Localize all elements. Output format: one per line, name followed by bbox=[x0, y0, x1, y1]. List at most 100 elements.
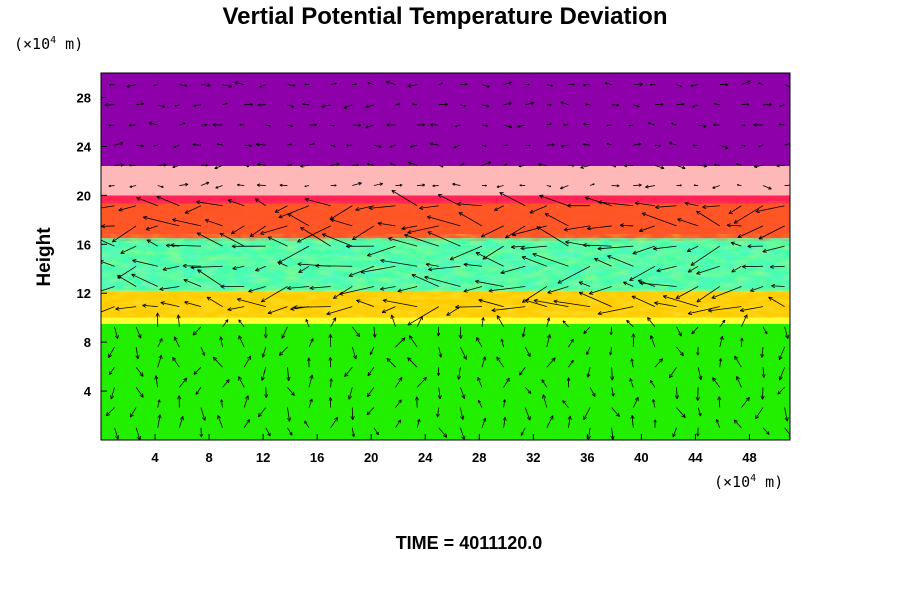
wind-vector bbox=[432, 184, 439, 188]
wind-vector bbox=[232, 265, 245, 271]
wind-vector bbox=[308, 398, 313, 408]
wind-vector bbox=[480, 225, 504, 238]
wind-vector bbox=[583, 83, 591, 87]
wind-vector bbox=[160, 301, 180, 308]
wind-vector bbox=[481, 104, 490, 108]
wind-vector bbox=[366, 245, 396, 257]
wind-vector bbox=[630, 358, 634, 368]
wind-vector bbox=[582, 243, 612, 248]
wind-vector bbox=[108, 366, 115, 375]
wind-vector bbox=[494, 205, 504, 211]
wind-vector bbox=[255, 142, 266, 147]
wind-vector bbox=[630, 414, 635, 428]
wind-vector bbox=[778, 123, 785, 126]
wind-vector bbox=[117, 265, 137, 279]
wind-vector bbox=[733, 419, 742, 429]
wind-vector bbox=[676, 407, 686, 418]
wind-vector bbox=[626, 319, 634, 328]
wind-vector bbox=[629, 378, 634, 388]
y-tick-label: 20 bbox=[77, 188, 91, 203]
wind-vector bbox=[463, 262, 483, 267]
wind-vector bbox=[321, 104, 331, 109]
wind-vector bbox=[172, 164, 180, 169]
wind-vector bbox=[717, 396, 722, 408]
wind-vector bbox=[758, 82, 764, 85]
wind-vector bbox=[428, 265, 461, 272]
wind-vector bbox=[204, 218, 223, 227]
wind-vector bbox=[488, 286, 526, 293]
wind-vector bbox=[496, 315, 504, 328]
x-ticks: 4 8 12 16 20 24 28 32 36 40 44 48 bbox=[151, 434, 757, 465]
wind-vector bbox=[315, 263, 353, 268]
wind-vector bbox=[460, 82, 468, 86]
wind-vector bbox=[687, 265, 699, 273]
wind-vector bbox=[257, 103, 266, 107]
wind-vector bbox=[407, 306, 439, 326]
wind-vector bbox=[669, 142, 677, 146]
x-tick-label: 20 bbox=[364, 450, 378, 465]
wind-vector bbox=[407, 161, 418, 166]
wind-vector bbox=[500, 265, 526, 275]
wind-vector bbox=[114, 163, 124, 167]
wind-vector bbox=[110, 387, 115, 400]
wind-vector bbox=[649, 379, 656, 388]
wind-vector bbox=[695, 387, 700, 401]
wind-vector bbox=[264, 387, 269, 399]
wind-vector bbox=[737, 225, 764, 238]
wind-vector bbox=[128, 123, 137, 127]
wind-vector bbox=[385, 80, 396, 86]
wind-vector bbox=[424, 275, 461, 287]
wind-vector bbox=[436, 407, 440, 418]
wind-vector bbox=[330, 124, 335, 127]
wind-vector bbox=[518, 164, 526, 168]
wind-vector bbox=[263, 326, 268, 339]
wind-vector bbox=[755, 407, 764, 420]
wind-vector bbox=[586, 367, 591, 378]
wind-vector bbox=[373, 144, 382, 149]
wind-vector bbox=[244, 102, 254, 107]
wind-vector bbox=[762, 427, 770, 435]
wind-vector bbox=[108, 124, 115, 127]
wind-vector bbox=[449, 245, 483, 261]
y-ticks: 4 8 12 16 20 24 28 bbox=[77, 90, 107, 399]
wind-vector bbox=[429, 142, 439, 146]
wind-vector bbox=[230, 225, 245, 235]
wind-vector bbox=[372, 326, 377, 338]
wind-vector bbox=[330, 162, 340, 166]
wind-vector bbox=[108, 184, 115, 188]
wind-vector bbox=[481, 317, 485, 327]
wind-vector bbox=[481, 184, 487, 187]
wind-vector bbox=[670, 122, 677, 126]
wind-vector bbox=[425, 262, 439, 267]
wind-vector bbox=[741, 314, 748, 328]
wind-vector bbox=[171, 218, 202, 227]
wind-vector bbox=[586, 346, 591, 355]
wind-vector bbox=[287, 143, 293, 146]
wind-vector bbox=[145, 225, 158, 231]
wind-vector bbox=[391, 189, 418, 207]
wind-vector bbox=[390, 162, 396, 166]
wind-vector bbox=[736, 163, 742, 166]
wind-vector bbox=[197, 269, 223, 287]
wind-vector bbox=[438, 346, 443, 358]
wind-vector bbox=[261, 346, 267, 358]
wind-vector bbox=[352, 83, 357, 86]
wind-vector bbox=[107, 346, 115, 358]
wind-vector bbox=[162, 265, 180, 272]
wind-vector bbox=[696, 286, 720, 303]
wind-vector bbox=[157, 338, 163, 348]
wind-vector bbox=[588, 286, 612, 295]
wind-vector bbox=[778, 346, 785, 361]
heatmap-layer-0 bbox=[101, 323, 790, 440]
wind-vector bbox=[503, 144, 509, 147]
wind-vector bbox=[287, 163, 293, 166]
wind-vector bbox=[260, 225, 288, 235]
wind-vector bbox=[696, 210, 720, 227]
wind-vector bbox=[741, 396, 750, 408]
x-tick-label: 32 bbox=[526, 450, 540, 465]
wind-vector bbox=[697, 407, 702, 417]
wind-vector bbox=[309, 285, 331, 291]
wind-vector bbox=[499, 192, 526, 207]
wind-vector bbox=[696, 265, 720, 275]
wind-vector bbox=[611, 387, 615, 397]
